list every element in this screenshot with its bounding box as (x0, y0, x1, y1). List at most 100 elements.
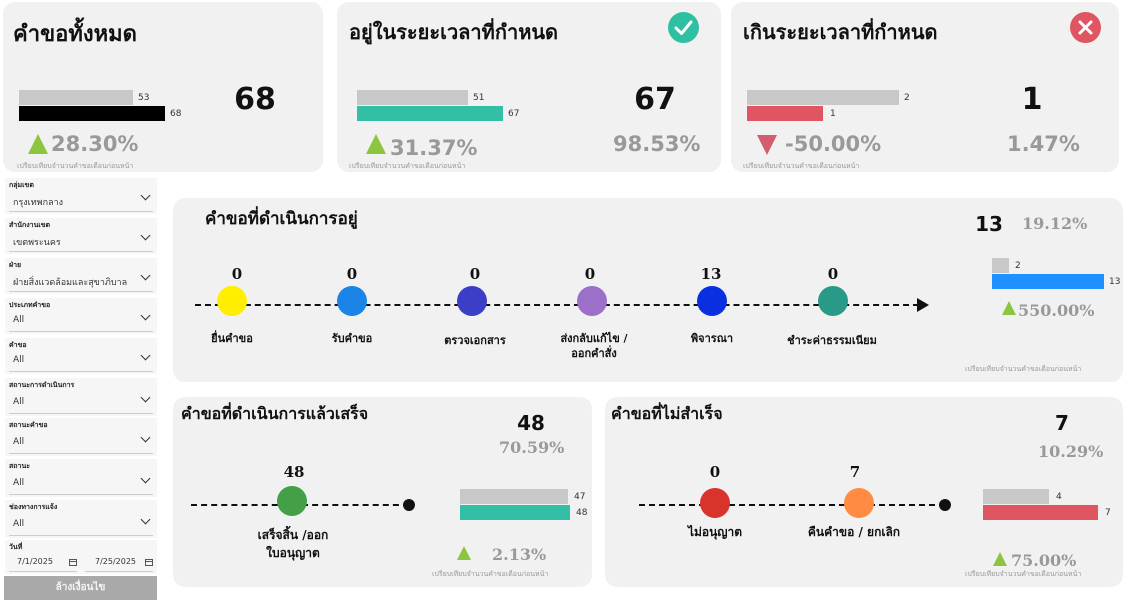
filter-label: วันที่ (9, 543, 23, 551)
chevron-down-icon[interactable] (140, 310, 151, 321)
curr-bar (460, 505, 570, 520)
stage-label: ชำระค่าธรรมเนียม (787, 334, 877, 347)
chevron-down-icon[interactable] (140, 392, 151, 403)
ontime-percent: 98.53% (613, 132, 701, 156)
failed-card: คำขอที่ไม่สำเร็จ 7 10.29% 0 ไม่อนุญาต 7 … (605, 397, 1123, 587)
filter-value: กรุงเทพกลาง (13, 198, 64, 208)
filter-underline (9, 371, 153, 372)
total-requests-card: คำขอทั้งหมด 53 68 68 28.30% เปรียบเทียบจ… (3, 2, 323, 172)
chevron-down-icon[interactable] (140, 514, 151, 525)
filter-label: สถานะคำขอ (9, 421, 48, 429)
curr-bar-value: 1 (830, 109, 836, 119)
up-arrow-icon (457, 546, 471, 560)
prev-bar-value: 2 (1015, 261, 1021, 271)
curr-bar (747, 106, 823, 121)
curr-bar (992, 274, 1104, 289)
chevron-down-icon[interactable] (140, 473, 151, 484)
end-date-value: 7/25/2025 (95, 557, 137, 566)
stage-count: 13 (700, 265, 722, 283)
filter-underline (9, 413, 153, 414)
up-arrow-icon (993, 552, 1007, 566)
card-title: คำขอที่ดำเนินการอยู่ (205, 209, 358, 229)
filter-label: กลุ่มเขต (9, 181, 34, 189)
filter-value: All (13, 315, 25, 325)
completed-value: 48 (517, 411, 545, 435)
stage-label: เสร็จสิ้น /ออกใบอนุญาต (257, 528, 329, 560)
calendar-icon[interactable] (145, 558, 153, 566)
down-arrow-icon (757, 135, 777, 155)
stage-label: คืนคำขอ / ยกเลิก (807, 525, 901, 539)
failed-percent: 10.29% (1038, 442, 1104, 461)
filter-status[interactable]: สถานะ All (5, 459, 157, 497)
inprogress-value: 13 (975, 212, 1003, 236)
curr-bar-value: 13 (1109, 277, 1121, 287)
card-title: อยู่ในระยะเวลาที่กำหนด (349, 20, 559, 44)
compare-note: เปรียบเทียบจำนวนคำขอเดือนก่อนหน้า (17, 162, 134, 170)
change-value: 2.13% (492, 545, 547, 564)
filter-process-status[interactable]: สถานะการดำเนินการ All (5, 378, 157, 416)
check-icon (668, 12, 699, 43)
card-title: คำขอที่ดำเนินการแล้วเสร็จ (181, 404, 369, 423)
chevron-down-icon[interactable] (140, 432, 151, 443)
card-title: คำขอที่ไม่สำเร็จ (611, 404, 723, 423)
compare-note: เปรียบเทียบจำนวนคำขอเดือนก่อนหน้า (349, 162, 466, 170)
filter-request-type[interactable]: ประเภทคำขอ All (5, 298, 157, 334)
filter-underline (9, 494, 153, 495)
card-title: คำขอทั้งหมด (13, 22, 137, 47)
arrow-right-icon (917, 298, 929, 312)
stage-count: 0 (709, 463, 721, 481)
completed-percent: 70.59% (499, 438, 565, 457)
compare-note: เปรียบเทียบจำนวนคำขอเดือนก่อนหน้า (743, 162, 860, 170)
ontime-value: 67 (634, 82, 676, 117)
chevron-down-icon[interactable] (140, 350, 151, 361)
reset-button-label: ล้างเงื่อนไข (55, 582, 106, 593)
prev-bar-value: 4 (1056, 492, 1062, 502)
start-date-input[interactable]: 7/1/2025 (9, 554, 77, 572)
filter-label: ประเภทคำขอ (9, 301, 51, 309)
stage-count: 7 (849, 463, 861, 481)
up-arrow-icon (1002, 301, 1016, 315)
prev-bar (357, 90, 468, 105)
filter-label: ช่องทางการแจ้ง (9, 503, 58, 511)
chevron-down-icon[interactable] (140, 270, 151, 281)
prev-bar (983, 489, 1049, 504)
stage-count: 0 (827, 265, 839, 283)
overdue-value: 1 (1021, 82, 1043, 117)
card-title: เกินระยะเวลาที่กำหนด (743, 20, 938, 44)
stage-count: 0 (231, 265, 243, 283)
end-date-input[interactable]: 7/25/2025 (85, 554, 153, 572)
line-end-dot (939, 499, 951, 511)
curr-bar (19, 106, 165, 121)
filter-request-status[interactable]: สถานะคำขอ All (5, 418, 157, 456)
chevron-down-icon[interactable] (140, 190, 151, 201)
filter-underline (9, 291, 153, 292)
change-value: 28.30% (51, 132, 139, 156)
filter-region[interactable]: กลุ่มเขต กรุงเทพกลาง (5, 178, 157, 214)
prev-bar (19, 90, 133, 105)
filter-label: สถานะ (9, 462, 30, 470)
filter-request[interactable]: คำขอ All (5, 338, 157, 374)
inprogress-percent: 19.12% (1022, 214, 1088, 233)
filter-label: ฝ่าย (9, 261, 22, 269)
filter-underline (9, 251, 153, 252)
filter-district-office[interactable]: สำนักงานเขต เขตพระนคร (5, 218, 157, 254)
inprogress-card: คำขอที่ดำเนินการอยู่ 0 ยื่นคำขอ 0 รับคำข… (173, 198, 1123, 382)
calendar-icon[interactable] (69, 558, 77, 566)
stage-dot (217, 286, 247, 316)
change-value: 31.37% (390, 136, 478, 160)
reset-filters-button[interactable]: ล้างเงื่อนไข (4, 576, 157, 600)
stage-dot (700, 488, 730, 518)
stage-count: 0 (469, 265, 481, 283)
filter-value: All (13, 397, 25, 407)
filter-division[interactable]: ฝ่าย ฝ่ายสิ่งแวดล้อมและสุขาภิบาล (5, 258, 157, 294)
filter-value: All (13, 355, 25, 365)
stage-dot (457, 286, 487, 316)
chevron-down-icon[interactable] (140, 230, 151, 241)
stage-label: ตรวจเอกสาร (444, 334, 506, 347)
curr-bar-value: 7 (1105, 508, 1111, 518)
filter-channel[interactable]: ช่องทางการแจ้ง All (5, 500, 157, 538)
overdue-percent: 1.47% (1007, 132, 1080, 156)
filter-value: All (13, 437, 25, 447)
stage-count: 48 (283, 463, 305, 481)
filter-date: วันที่ 7/1/2025 7/25/2025 (5, 540, 157, 574)
